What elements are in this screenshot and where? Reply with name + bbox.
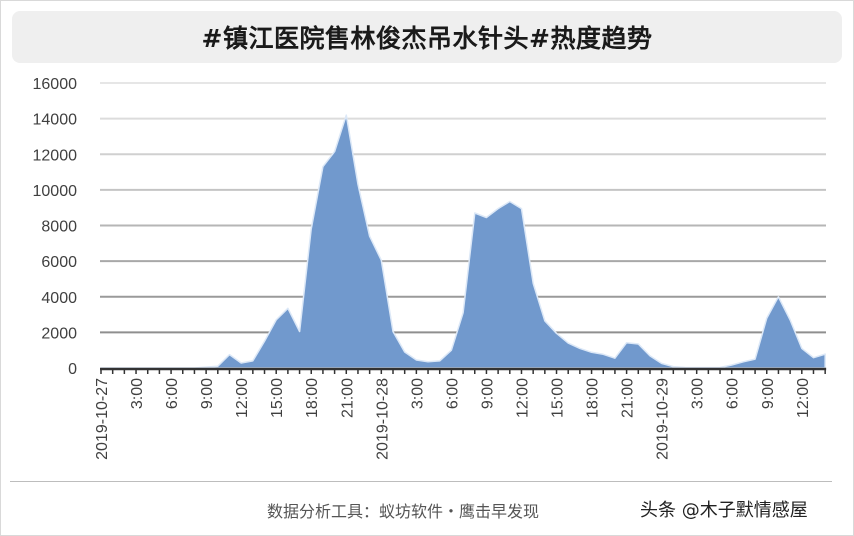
x-tick-label: 21:00 (339, 378, 356, 418)
y-tick-label: 2000 (41, 325, 77, 342)
data-source-label: 数据分析工具：蚁坊软件・鹰击早发现 (267, 502, 540, 521)
x-tick-label: 18:00 (304, 378, 321, 418)
y-tick-label: 0 (68, 361, 77, 378)
y-tick-label: 8000 (41, 219, 77, 236)
x-tick-label: 6:00 (164, 378, 181, 409)
author-watermark: 头条 @木子默情感屋 (640, 500, 808, 521)
x-tick-label: 12:00 (795, 378, 812, 418)
y-tick-label: 12000 (33, 147, 78, 164)
x-tick-label: 2019-10-29 (655, 378, 672, 460)
x-tick-label: 3:00 (409, 378, 426, 409)
y-axis: 0 2000 4000 6000 8000 10000 12000 14000 16000 (33, 76, 78, 378)
x-tick-label: 6:00 (725, 378, 742, 409)
x-tick-label: 15:00 (550, 378, 567, 418)
plot-area (100, 114, 826, 369)
x-tick-label: 12:00 (234, 378, 251, 418)
y-tick-label: 10000 (33, 183, 78, 200)
x-tick-label: 6:00 (444, 378, 461, 409)
x-tick-label: 21:00 (620, 378, 637, 418)
x-tick-label: 9:00 (479, 378, 496, 409)
y-tick-label: 6000 (41, 254, 77, 271)
x-axis: 2019-10-27 3:00 6:00 9:00 12:00 15:00 18:00 21:… (94, 367, 827, 460)
area-series (100, 114, 826, 369)
x-tick-label: 9:00 (760, 378, 777, 409)
x-tick-label: 3:00 (129, 378, 146, 409)
y-tick-label: 16000 (33, 76, 78, 93)
x-tick-label: 9:00 (199, 378, 216, 409)
x-tick-label: 2019-10-27 (94, 378, 111, 460)
chart-title-bar: #镇江医院售林俊杰吊水针头#热度趋势 (12, 11, 842, 63)
gridlines (100, 82, 826, 334)
x-tick-label: 3:00 (690, 378, 707, 409)
y-tick-label: 14000 (33, 112, 78, 129)
x-tick-label: 18:00 (585, 378, 602, 418)
footer-divider (10, 481, 832, 482)
x-tick-label: 12:00 (514, 378, 531, 418)
y-tick-label: 4000 (41, 290, 77, 307)
x-tick-label: 2019-10-28 (374, 378, 391, 460)
x-tick-label: 15:00 (269, 378, 286, 418)
chart-title: #镇江医院售林俊杰吊水针头#热度趋势 (201, 24, 653, 53)
